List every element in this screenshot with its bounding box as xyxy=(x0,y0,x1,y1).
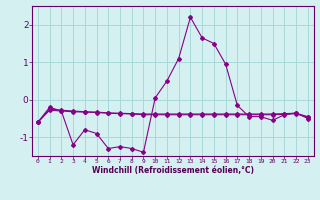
X-axis label: Windchill (Refroidissement éolien,°C): Windchill (Refroidissement éolien,°C) xyxy=(92,166,254,175)
